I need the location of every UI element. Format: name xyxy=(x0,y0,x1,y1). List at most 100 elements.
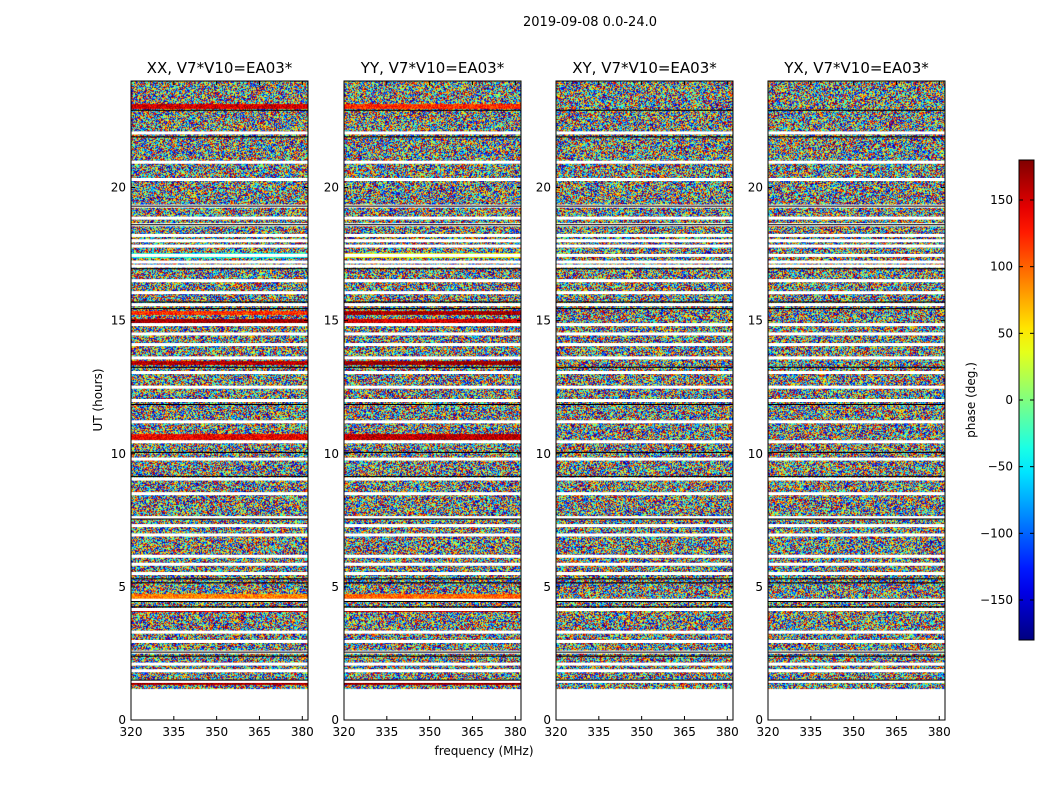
flagged-row xyxy=(344,457,521,461)
flagged-row xyxy=(768,562,945,566)
flagged-row xyxy=(556,332,733,336)
flagged-row xyxy=(131,385,308,389)
flagged-row xyxy=(344,239,521,243)
flagged-row xyxy=(131,639,308,643)
flagged-row xyxy=(131,233,308,237)
flagged-row xyxy=(556,371,733,375)
flagged-row xyxy=(344,572,521,576)
flagged-row xyxy=(131,178,308,182)
x-tick-label: 320 xyxy=(757,725,780,739)
flagged-row xyxy=(768,343,945,347)
x-tick-label: 335 xyxy=(587,725,610,739)
flagged-row xyxy=(556,303,733,307)
flagged-row xyxy=(556,253,733,257)
y-tick-label: 0 xyxy=(755,713,763,727)
x-tick-label: 320 xyxy=(120,725,143,739)
flagged-row xyxy=(344,516,521,520)
flagged-row xyxy=(768,239,945,243)
axes-frame xyxy=(343,80,522,721)
y-tick-label: 0 xyxy=(331,713,339,727)
y-tick-label: 10 xyxy=(536,447,551,461)
flagged-row xyxy=(556,492,733,496)
x-tick-label: 335 xyxy=(799,725,822,739)
y-tick-label: 0 xyxy=(543,713,551,727)
flagged-row xyxy=(556,669,733,673)
y-tick-label: 20 xyxy=(536,181,551,195)
x-tick-label: 350 xyxy=(630,725,653,739)
flagged-row xyxy=(768,608,945,612)
flagged-row xyxy=(131,662,308,666)
colorbar-tick-label: 150 xyxy=(990,193,1013,207)
flagged-row xyxy=(768,516,945,520)
flagged-row xyxy=(131,630,308,634)
panel-title: XX, V7*V10=EA03* xyxy=(147,59,293,77)
flagged-row xyxy=(556,477,733,481)
flagged-row xyxy=(556,639,733,643)
y-tick-label: 10 xyxy=(324,447,339,461)
flagged-row xyxy=(344,178,521,182)
flagged-row xyxy=(768,477,945,481)
flagged-row xyxy=(556,323,733,327)
axes-frame xyxy=(555,80,734,721)
y-tick-label: 20 xyxy=(111,181,126,195)
flagged-row xyxy=(131,598,308,602)
panel-1: XX, V7*V10=EA03* 320 335 350 365 380 0 5 10 15 20 xyxy=(111,59,314,739)
colorbar-tick-label: 50 xyxy=(998,326,1013,340)
flagged-row xyxy=(556,399,733,402)
flagged-row xyxy=(556,264,733,268)
flagged-row xyxy=(768,356,945,360)
flagged-row xyxy=(556,343,733,347)
flagged-row xyxy=(556,178,733,182)
flagged-row xyxy=(131,216,308,220)
x-tick-label: 380 xyxy=(928,725,951,739)
flagged-row xyxy=(344,440,521,444)
flagged-row xyxy=(344,524,521,528)
flagged-row xyxy=(344,399,521,402)
flagged-row xyxy=(556,420,733,424)
y-tick-label: 15 xyxy=(324,314,339,328)
figure-suptitle: 2019-09-08 0.0-24.0 xyxy=(523,15,657,30)
y-tick-label: 15 xyxy=(748,314,763,328)
flagged-row xyxy=(131,477,308,481)
flagged-row xyxy=(556,291,733,295)
flagged-row xyxy=(768,554,945,558)
flagged-row xyxy=(131,457,308,461)
x-tick-label: 335 xyxy=(162,725,185,739)
flagged-row xyxy=(768,178,945,182)
y-tick-label: 5 xyxy=(755,580,763,594)
x-tick-label: 365 xyxy=(248,725,271,739)
flagged-row xyxy=(556,457,733,461)
x-tick-label: 365 xyxy=(885,725,908,739)
x-axis-label: frequency (MHz) xyxy=(434,744,533,758)
flagged-row xyxy=(556,533,733,537)
flagged-row xyxy=(344,253,521,257)
flagged-row xyxy=(344,260,521,264)
x-tick-label: 320 xyxy=(545,725,568,739)
flagged-row xyxy=(131,239,308,243)
x-tick-label: 380 xyxy=(716,725,739,739)
flagged-row xyxy=(768,323,945,327)
y-tick-label: 20 xyxy=(748,181,763,195)
flagged-row xyxy=(344,291,521,295)
flagged-row xyxy=(344,264,521,268)
flagged-row xyxy=(556,679,733,683)
colorbar-tick-label: −100 xyxy=(980,526,1013,540)
flagged-row xyxy=(556,239,733,243)
flagged-row xyxy=(556,524,733,528)
flagged-row xyxy=(344,562,521,566)
flagged-row xyxy=(344,669,521,673)
flagged-row xyxy=(344,662,521,666)
x-tick-label: 365 xyxy=(461,725,484,739)
flagged-row xyxy=(768,216,945,220)
flagged-row xyxy=(131,554,308,558)
flagged-row xyxy=(768,385,945,389)
flagged-row xyxy=(556,608,733,612)
y-tick-label: 5 xyxy=(331,580,339,594)
flagged-row xyxy=(131,356,308,360)
flagged-row xyxy=(768,679,945,683)
x-tick-label: 365 xyxy=(673,725,696,739)
colorbar: 150 100 50 0 −50 −100 −150 xyxy=(980,159,1035,641)
flagged-row xyxy=(344,216,521,220)
x-tick-label: 350 xyxy=(205,725,228,739)
